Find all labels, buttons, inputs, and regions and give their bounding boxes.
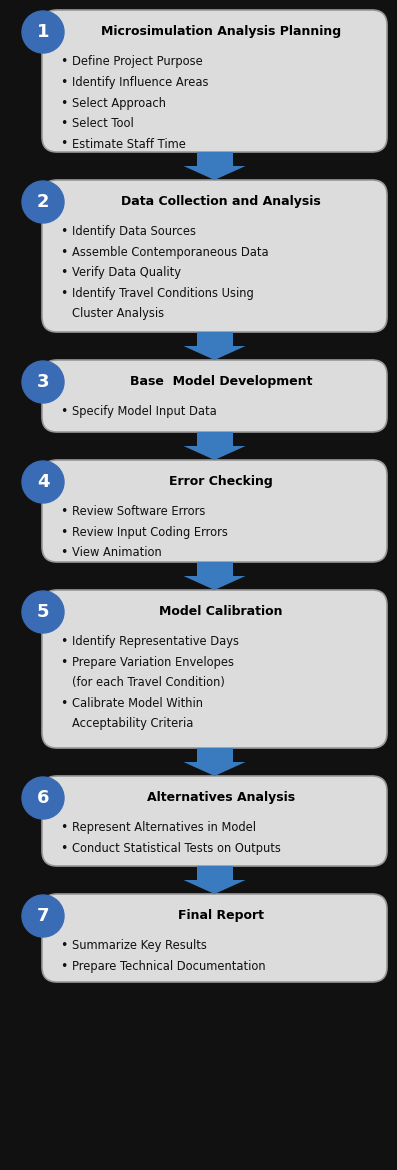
- Polygon shape: [183, 576, 245, 590]
- Text: 1: 1: [37, 23, 49, 41]
- Text: Assemble Contemporaneous Data: Assemble Contemporaneous Data: [72, 246, 269, 259]
- Text: 2: 2: [37, 193, 49, 211]
- FancyBboxPatch shape: [42, 180, 387, 332]
- Text: Alternatives Analysis: Alternatives Analysis: [147, 791, 295, 805]
- Text: Identify Travel Conditions Using: Identify Travel Conditions Using: [72, 287, 254, 300]
- Polygon shape: [197, 866, 233, 880]
- Text: Estimate Staff Time: Estimate Staff Time: [72, 138, 186, 151]
- Polygon shape: [183, 166, 245, 180]
- Text: •: •: [60, 246, 67, 259]
- Text: •: •: [60, 526, 67, 539]
- Polygon shape: [197, 152, 233, 166]
- Text: Cluster Analysis: Cluster Analysis: [72, 308, 164, 321]
- Text: •: •: [60, 635, 67, 648]
- Text: Data Collection and Analysis: Data Collection and Analysis: [121, 195, 321, 208]
- FancyBboxPatch shape: [42, 590, 387, 748]
- Text: Specify Model Input Data: Specify Model Input Data: [72, 406, 217, 419]
- Text: 6: 6: [37, 789, 49, 807]
- Circle shape: [22, 362, 64, 402]
- Text: •: •: [60, 138, 67, 151]
- Circle shape: [22, 181, 64, 223]
- Circle shape: [22, 461, 64, 503]
- Polygon shape: [183, 762, 245, 776]
- FancyBboxPatch shape: [42, 894, 387, 982]
- Text: •: •: [60, 55, 67, 69]
- Text: Microsimulation Analysis Planning: Microsimulation Analysis Planning: [101, 26, 341, 39]
- Text: •: •: [60, 842, 67, 855]
- Text: Identify Data Sources: Identify Data Sources: [72, 226, 196, 239]
- Text: •: •: [60, 117, 67, 130]
- Text: Conduct Statistical Tests on Outputs: Conduct Statistical Tests on Outputs: [72, 842, 281, 855]
- Text: Select Tool: Select Tool: [72, 117, 134, 130]
- Text: •: •: [60, 406, 67, 419]
- Circle shape: [22, 895, 64, 937]
- Text: Acceptability Criteria: Acceptability Criteria: [72, 717, 193, 730]
- Text: Base  Model Development: Base Model Development: [129, 376, 312, 388]
- Polygon shape: [197, 562, 233, 576]
- Text: •: •: [60, 940, 67, 952]
- Text: Define Project Purpose: Define Project Purpose: [72, 55, 203, 69]
- Polygon shape: [183, 346, 245, 360]
- Text: Final Report: Final Report: [178, 909, 264, 922]
- Text: Verify Data Quality: Verify Data Quality: [72, 267, 181, 280]
- Text: Model Calibration: Model Calibration: [159, 606, 283, 619]
- Text: Select Approach: Select Approach: [72, 96, 166, 110]
- Text: Identify Influence Areas: Identify Influence Areas: [72, 76, 208, 89]
- Text: •: •: [60, 287, 67, 300]
- Text: Review Input Coding Errors: Review Input Coding Errors: [72, 526, 228, 539]
- Polygon shape: [183, 446, 245, 460]
- Text: Review Software Errors: Review Software Errors: [72, 505, 205, 518]
- Circle shape: [22, 591, 64, 633]
- Text: •: •: [60, 267, 67, 280]
- Text: •: •: [60, 546, 67, 559]
- FancyBboxPatch shape: [42, 11, 387, 152]
- Text: •: •: [60, 656, 67, 669]
- Polygon shape: [197, 432, 233, 446]
- Text: 5: 5: [37, 603, 49, 621]
- Text: •: •: [60, 961, 67, 973]
- Text: 7: 7: [37, 907, 49, 925]
- FancyBboxPatch shape: [42, 460, 387, 562]
- Text: Represent Alternatives in Model: Represent Alternatives in Model: [72, 821, 256, 834]
- Text: •: •: [60, 96, 67, 110]
- Text: 3: 3: [37, 373, 49, 391]
- FancyBboxPatch shape: [42, 360, 387, 432]
- Polygon shape: [197, 332, 233, 346]
- Text: •: •: [60, 697, 67, 710]
- FancyBboxPatch shape: [42, 776, 387, 866]
- Text: Identify Representative Days: Identify Representative Days: [72, 635, 239, 648]
- Text: View Animation: View Animation: [72, 546, 162, 559]
- Text: •: •: [60, 76, 67, 89]
- Text: •: •: [60, 226, 67, 239]
- Text: Error Checking: Error Checking: [169, 475, 273, 489]
- Text: Calibrate Model Within: Calibrate Model Within: [72, 697, 203, 710]
- Text: •: •: [60, 505, 67, 518]
- Circle shape: [22, 11, 64, 53]
- Circle shape: [22, 777, 64, 819]
- Text: Prepare Variation Envelopes: Prepare Variation Envelopes: [72, 656, 234, 669]
- Text: Prepare Technical Documentation: Prepare Technical Documentation: [72, 961, 266, 973]
- Text: (for each Travel Condition): (for each Travel Condition): [72, 676, 225, 689]
- Text: Summarize Key Results: Summarize Key Results: [72, 940, 207, 952]
- Text: 4: 4: [37, 473, 49, 491]
- Text: •: •: [60, 821, 67, 834]
- Polygon shape: [183, 880, 245, 894]
- Polygon shape: [197, 748, 233, 762]
